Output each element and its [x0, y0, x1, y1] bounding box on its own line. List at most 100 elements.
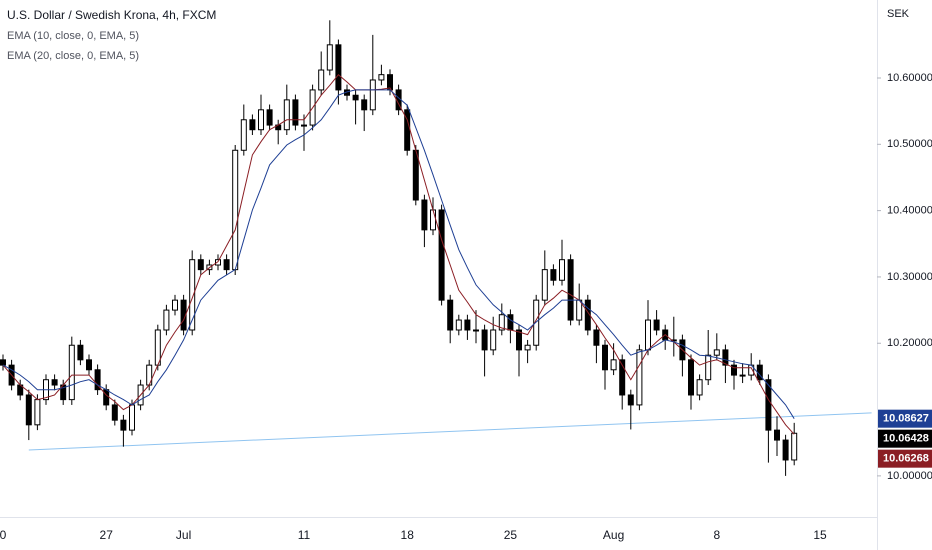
candle-body — [490, 329, 497, 351]
last-value-tag — [878, 449, 932, 468]
candle-body — [430, 209, 436, 231]
candle-body — [25, 394, 32, 426]
candle-body — [318, 69, 325, 91]
candle-body — [266, 109, 273, 126]
currency-label: SEK — [887, 8, 910, 20]
candle-body — [774, 429, 780, 441]
y-tick-label: 10.60000 — [887, 72, 932, 84]
x-tick-label: Aug — [603, 528, 624, 542]
candle-body — [326, 44, 333, 71]
x-tick-label: 11 — [298, 528, 311, 542]
y-tick-label: 10.30000 — [887, 271, 932, 283]
candle-body — [567, 259, 574, 321]
candle-body — [524, 344, 531, 351]
candle-body — [791, 432, 798, 461]
candle-body — [438, 209, 445, 301]
candle-body — [51, 379, 58, 386]
candle-body — [731, 364, 737, 376]
candle-body — [240, 119, 247, 151]
candle-body — [498, 314, 505, 331]
candle-body — [68, 344, 75, 401]
candle-body — [739, 374, 746, 377]
chart-title: U.S. Dollar / Swedish Krona, 4h, FXCM — [7, 8, 216, 22]
x-tick-label: 25 — [504, 528, 518, 542]
candle-body — [94, 369, 101, 391]
last-value-label: 10.08627 — [883, 413, 929, 425]
candle-body — [619, 359, 626, 396]
candle-body — [0, 359, 6, 366]
candle-body — [189, 259, 196, 331]
candle-body — [180, 299, 187, 331]
candle-body — [378, 74, 385, 81]
candle-body — [610, 359, 617, 371]
candle-body — [249, 119, 256, 131]
ema-line — [2, 73, 795, 435]
candle-body — [722, 349, 729, 366]
candle-body — [86, 359, 92, 371]
candle-body — [473, 329, 479, 332]
last-value-tag — [878, 429, 932, 448]
candle-body — [111, 404, 118, 421]
x-tick-label: 27 — [100, 528, 114, 542]
y-tick-label: 10.40000 — [887, 205, 932, 217]
candle-body — [705, 354, 712, 381]
candle-body — [301, 124, 307, 127]
candle-body — [481, 329, 488, 351]
candle-body — [129, 404, 135, 431]
x-tick-label: 8 — [713, 528, 720, 542]
x-tick-label: 18 — [401, 528, 415, 542]
candle-body — [464, 319, 471, 331]
y-tick-label: 10.00000 — [887, 470, 932, 482]
ema-line — [2, 89, 795, 419]
x-tick-label: 0 — [0, 528, 7, 542]
candle-body — [541, 269, 548, 301]
candle-body — [223, 259, 230, 271]
candle-body — [688, 359, 694, 396]
candle-body — [361, 99, 368, 111]
candle-body — [77, 344, 84, 361]
candle-body — [713, 349, 720, 356]
candle-body — [258, 109, 264, 131]
legend-entry: EMA (10, close, 0, EMA, 5) — [7, 30, 139, 42]
candle-body — [163, 309, 170, 331]
candle-body — [455, 319, 462, 331]
candle-body — [670, 339, 677, 342]
last-value-tag — [878, 409, 932, 428]
x-tick-label: 15 — [813, 528, 827, 542]
candle-body — [782, 439, 789, 461]
candle-body — [533, 299, 540, 346]
candle-body — [696, 379, 703, 396]
candle-body — [516, 329, 522, 351]
candle-body — [103, 389, 110, 406]
candle-body — [292, 99, 299, 126]
candle-body — [34, 399, 41, 426]
candle-body — [335, 44, 342, 91]
y-tick-label: 10.20000 — [887, 337, 932, 349]
candle-body — [197, 259, 204, 271]
candle-body — [421, 199, 428, 231]
candle-body — [120, 419, 127, 431]
candle-body — [447, 299, 454, 331]
candle-body — [172, 299, 178, 311]
candle-body — [215, 259, 221, 266]
trendline — [28, 412, 872, 451]
y-tick-label: 10.50000 — [887, 138, 932, 150]
last-value-label: 10.06268 — [883, 453, 929, 465]
candle-body — [232, 149, 239, 271]
candle-body — [559, 259, 565, 281]
x-tick-label: Jul — [176, 528, 191, 542]
candle-body — [369, 79, 376, 111]
candle-body — [653, 319, 660, 331]
candle-body — [602, 344, 608, 371]
candle-body — [550, 269, 557, 281]
candle-body — [352, 94, 359, 101]
last-value-label: 10.06428 — [883, 433, 929, 445]
candle-body — [507, 314, 514, 331]
candle-body — [645, 319, 651, 351]
candle-body — [627, 394, 634, 406]
candle-body — [636, 349, 643, 406]
candle-body — [765, 379, 772, 431]
